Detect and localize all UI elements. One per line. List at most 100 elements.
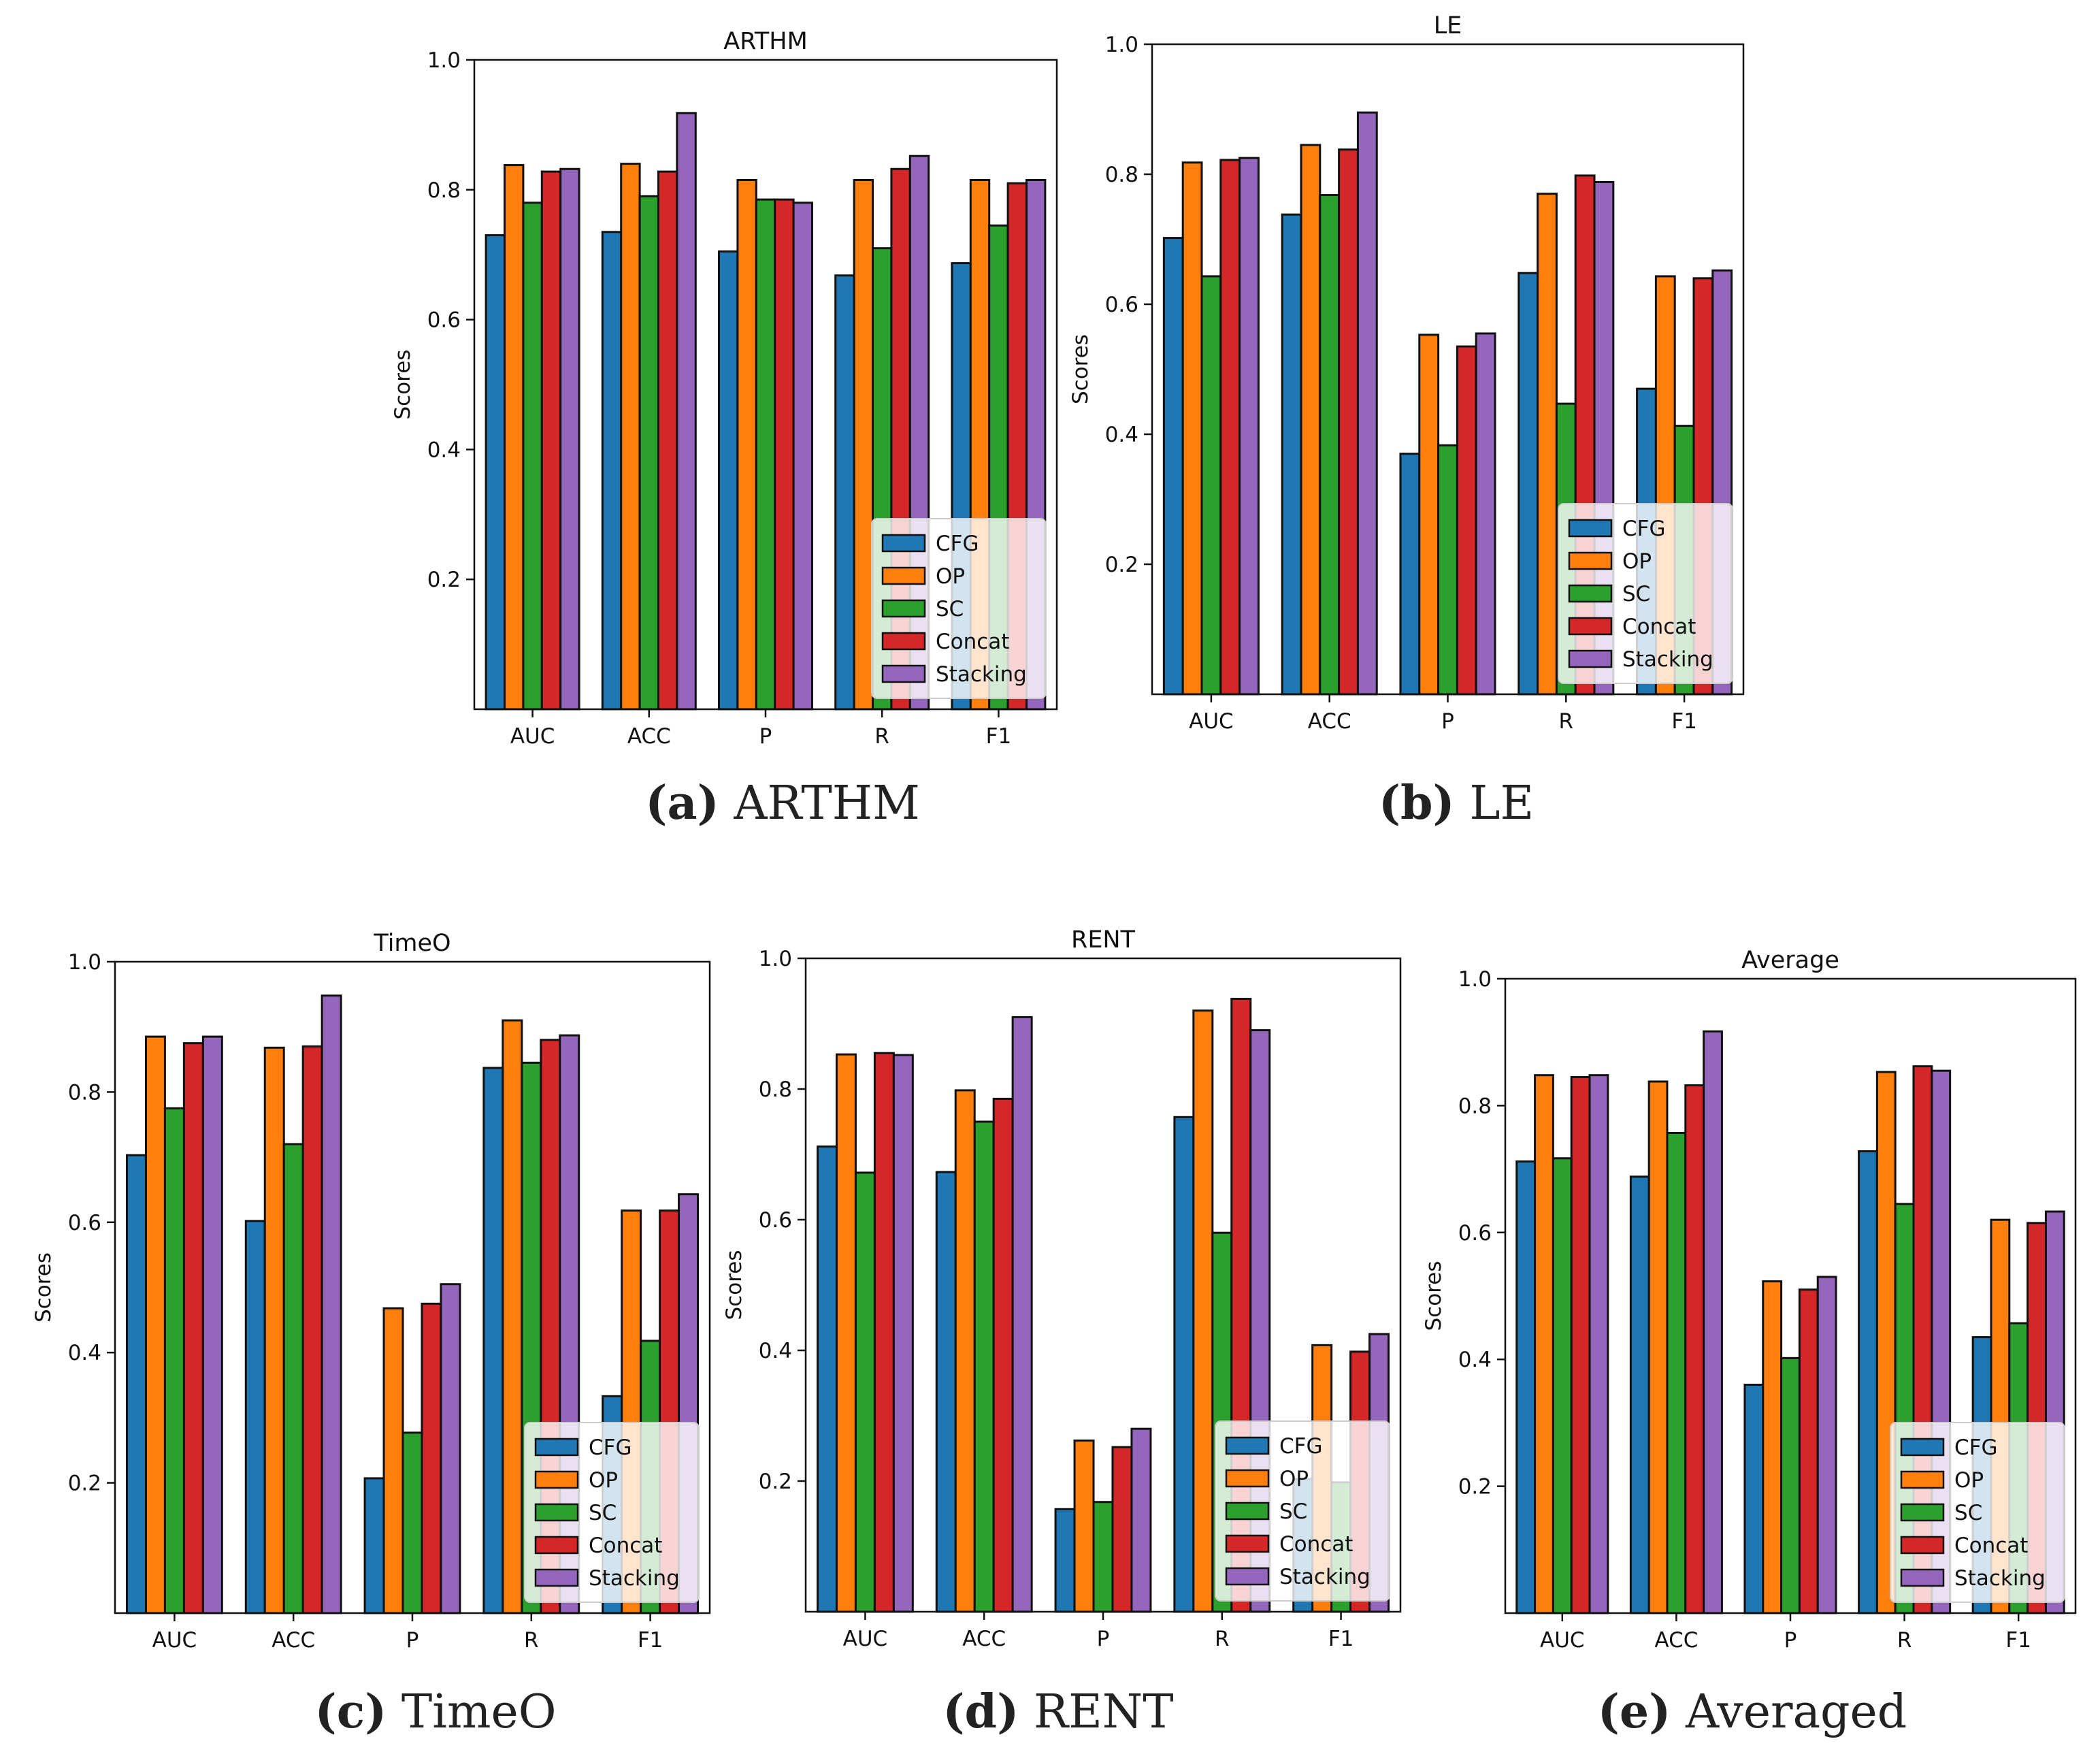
y-axis-label: Scores bbox=[391, 350, 415, 420]
y-tick-label: 0.2 bbox=[427, 568, 461, 592]
bar-stacking-auc bbox=[201, 1035, 223, 1614]
legend-swatch bbox=[1225, 1469, 1270, 1488]
legend-label: CFG bbox=[936, 532, 979, 556]
bar-concat-auc bbox=[1219, 159, 1241, 696]
bar-concat-acc bbox=[992, 1097, 1014, 1613]
legend-label: SC bbox=[589, 1501, 617, 1525]
caption-d-text: RENT bbox=[1033, 1685, 1174, 1739]
legend-swatch bbox=[1900, 1536, 1945, 1555]
bar-op-auc bbox=[1534, 1074, 1554, 1614]
legend-swatch bbox=[1568, 519, 1613, 538]
bar-stacking-auc bbox=[559, 167, 580, 711]
chart-title: RENT bbox=[1071, 926, 1136, 954]
legend-label: CFG bbox=[1622, 517, 1666, 541]
bar-op-auc bbox=[1181, 161, 1203, 696]
caption-d-label: (d) bbox=[942, 1685, 1019, 1739]
y-tick-label: 0.8 bbox=[427, 178, 461, 203]
bar-stacking-p bbox=[440, 1283, 461, 1614]
legend-swatch bbox=[1900, 1470, 1945, 1489]
legend-label: OP bbox=[1279, 1467, 1309, 1491]
bar-cfg-p bbox=[1054, 1508, 1076, 1613]
y-tick-label: 0.8 bbox=[1105, 163, 1138, 187]
y-tick-label: 0.2 bbox=[68, 1472, 101, 1496]
legend-swatch bbox=[881, 632, 926, 651]
y-tick-label: 0.6 bbox=[427, 308, 461, 333]
x-tick-label: ACC bbox=[1654, 1628, 1698, 1653]
legend: CFG OP SC Concat Stacking bbox=[1558, 503, 1733, 684]
legend-label: Concat bbox=[1279, 1532, 1353, 1557]
legend-box bbox=[1890, 1422, 2065, 1603]
bar-sc-p bbox=[1092, 1501, 1114, 1613]
bar-sc-p bbox=[1780, 1357, 1801, 1614]
legend-swatch bbox=[1900, 1503, 1945, 1522]
bar-cfg-acc bbox=[244, 1220, 266, 1614]
legend-label: SC bbox=[1954, 1501, 1982, 1525]
legend-label: SC bbox=[936, 597, 964, 621]
legend-label: Stacking bbox=[936, 662, 1027, 687]
x-tick-label: ACC bbox=[1308, 709, 1351, 734]
y-tick-label: 0.6 bbox=[68, 1211, 101, 1235]
bar-sc-p bbox=[755, 198, 776, 711]
bar-sc-acc bbox=[1319, 194, 1341, 696]
legend-label: OP bbox=[589, 1468, 618, 1493]
legend-label: Stacking bbox=[589, 1566, 680, 1591]
y-tick-label: 1.0 bbox=[1458, 967, 1492, 992]
caption-c: (c) TimeO bbox=[315, 1685, 557, 1739]
bar-stacking-auc bbox=[892, 1054, 914, 1613]
y-tick-label: 0.6 bbox=[1458, 1221, 1492, 1246]
y-axis-label: Scores bbox=[1422, 1261, 1446, 1331]
chart-title: ARTHM bbox=[723, 28, 808, 55]
legend-swatch bbox=[534, 1438, 579, 1457]
bar-concat-auc bbox=[540, 170, 562, 711]
chart-rent: RENT 0.2 0.4 0.6 0.8 1.0 AUC ACC P R F1 Scores CFG OP… bbox=[722, 926, 1402, 1651]
caption-b-label: (b) bbox=[1378, 776, 1455, 830]
x-tick-label: AUC bbox=[510, 724, 555, 749]
bar-stacking-auc bbox=[1588, 1074, 1609, 1614]
y-tick-label: 1.0 bbox=[1105, 33, 1138, 57]
x-tick-label: F1 bbox=[986, 724, 1012, 749]
y-tick-label: 0.8 bbox=[1458, 1094, 1492, 1118]
legend-swatch bbox=[881, 664, 926, 683]
x-tick-label: AUC bbox=[152, 1628, 197, 1653]
bar-cfg-auc bbox=[1162, 237, 1184, 696]
bar-op-auc bbox=[144, 1035, 166, 1614]
bar-stacking-p bbox=[1816, 1276, 1837, 1614]
x-tick-label: P bbox=[759, 724, 772, 749]
chart-title: TimeO bbox=[373, 930, 450, 957]
bar-op-acc bbox=[954, 1089, 976, 1613]
bar-concat-p bbox=[1798, 1288, 1819, 1614]
legend-swatch bbox=[1568, 649, 1613, 668]
bar-concat-acc bbox=[301, 1045, 323, 1614]
legend-swatch bbox=[881, 566, 926, 585]
y-tick-label: 0.2 bbox=[759, 1469, 792, 1494]
caption-c-label: (c) bbox=[314, 1685, 387, 1739]
x-tick-label: AUC bbox=[1189, 709, 1234, 734]
bar-op-acc bbox=[620, 163, 641, 711]
legend-swatch bbox=[881, 599, 926, 618]
bar-stacking-acc bbox=[676, 112, 697, 711]
legend-label: SC bbox=[1622, 582, 1650, 606]
caption-d: (d) RENT bbox=[942, 1685, 1173, 1739]
caption-b: (b) LE bbox=[1379, 776, 1534, 830]
legend-swatch bbox=[534, 1503, 579, 1522]
bar-cfg-r bbox=[834, 274, 855, 711]
bar-op-p bbox=[382, 1307, 404, 1614]
bar-stacking-acc bbox=[1011, 1016, 1033, 1613]
y-axis-label: Scores bbox=[1068, 334, 1093, 404]
bar-sc-auc bbox=[854, 1171, 876, 1613]
bar-sc-acc bbox=[973, 1120, 995, 1613]
legend-swatch bbox=[1568, 584, 1613, 603]
bar-cfg-r bbox=[1858, 1150, 1878, 1614]
x-tick-label: R bbox=[1559, 709, 1574, 734]
bar-concat-p bbox=[1111, 1446, 1133, 1613]
legend-label: CFG bbox=[1954, 1435, 1998, 1460]
legend: CFG OP SC Concat Stacking bbox=[871, 518, 1047, 699]
bar-sc-auc bbox=[1200, 275, 1222, 696]
bar-concat-p bbox=[421, 1302, 442, 1614]
y-axis-label: Scores bbox=[31, 1252, 56, 1322]
bar-cfg-auc bbox=[485, 234, 506, 711]
x-tick-label: F1 bbox=[1671, 709, 1697, 734]
bar-sc-p bbox=[1437, 444, 1458, 696]
bar-cfg-p bbox=[718, 250, 739, 711]
